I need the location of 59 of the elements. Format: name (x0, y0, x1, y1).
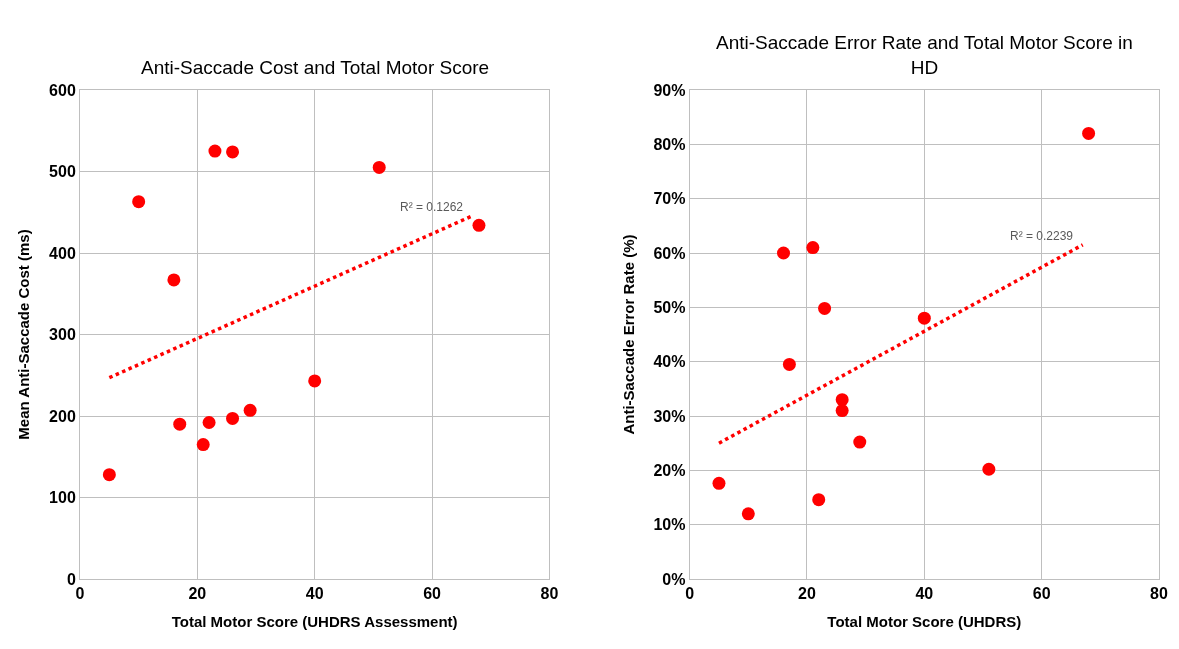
y-tick-label: 40% (653, 353, 686, 371)
y-tick-label: 70% (653, 190, 686, 208)
point (208, 144, 222, 158)
point (812, 493, 826, 507)
point (372, 160, 386, 174)
y-tick-label: 500 (49, 163, 76, 181)
y-tick-label: 200 (49, 407, 76, 425)
annotation: R² = 0.1262 (400, 200, 464, 214)
y-tick-label: 10% (653, 516, 686, 534)
y-tick-label: 50% (653, 298, 686, 316)
point (777, 246, 791, 260)
y-tick-label: 600 (49, 81, 76, 99)
x-axis-title: Total Motor Score (UHDRS) (827, 613, 1022, 631)
x-axis-title: Total Motor Score (UHDRS Assessment) (171, 613, 458, 631)
y-tick-label: 30% (653, 407, 686, 425)
point (167, 273, 181, 287)
point (132, 195, 146, 209)
point (835, 393, 849, 407)
point (806, 241, 820, 255)
x-tick-label: 80 (540, 585, 559, 603)
y-tick-label: 300 (49, 326, 76, 344)
point (853, 435, 867, 449)
y-tick-label: 80% (653, 135, 686, 153)
point (308, 374, 322, 388)
y-tick-label: 90% (653, 81, 686, 99)
point (472, 218, 486, 232)
y-tick-label: 0% (662, 570, 686, 588)
y-tick-label: 60% (653, 244, 686, 262)
chart-title: Anti-Saccade Cost and Total Motor Score (141, 57, 490, 78)
y-tick-label: 0 (66, 570, 76, 588)
point (243, 403, 257, 417)
point (226, 411, 240, 425)
point (712, 476, 726, 490)
annotation: R² = 0.2239 (1010, 229, 1074, 243)
point (782, 357, 796, 371)
x-tick-label: 20 (188, 585, 207, 603)
y-axis-title: Mean Anti-Saccade Cost (ms) (15, 229, 33, 440)
y-tick-label: 400 (49, 244, 76, 262)
x-tick-label: 80 (1150, 585, 1169, 603)
point (173, 417, 187, 431)
point (1082, 126, 1096, 140)
point (835, 404, 849, 418)
point (226, 145, 240, 159)
point (818, 301, 832, 315)
point (102, 468, 116, 482)
x-tick-label: 60 (423, 585, 442, 603)
point (196, 438, 210, 452)
x-tick-label: 40 (915, 585, 934, 603)
x-tick-label: 60 (1032, 585, 1051, 603)
point (202, 416, 216, 430)
x-tick-label: 40 (305, 585, 324, 603)
y-axis-title: Anti-Saccade Error Rate (%) (619, 234, 637, 435)
y-tick-label: 100 (49, 489, 76, 507)
point (982, 462, 996, 476)
chart-title: Anti-Saccade Error Rate and Total Motor Score in HD (716, 32, 1133, 78)
x-tick-label: 20 (798, 585, 816, 603)
y-tick-label: 20% (653, 461, 686, 479)
point (741, 507, 755, 521)
point (917, 311, 931, 325)
